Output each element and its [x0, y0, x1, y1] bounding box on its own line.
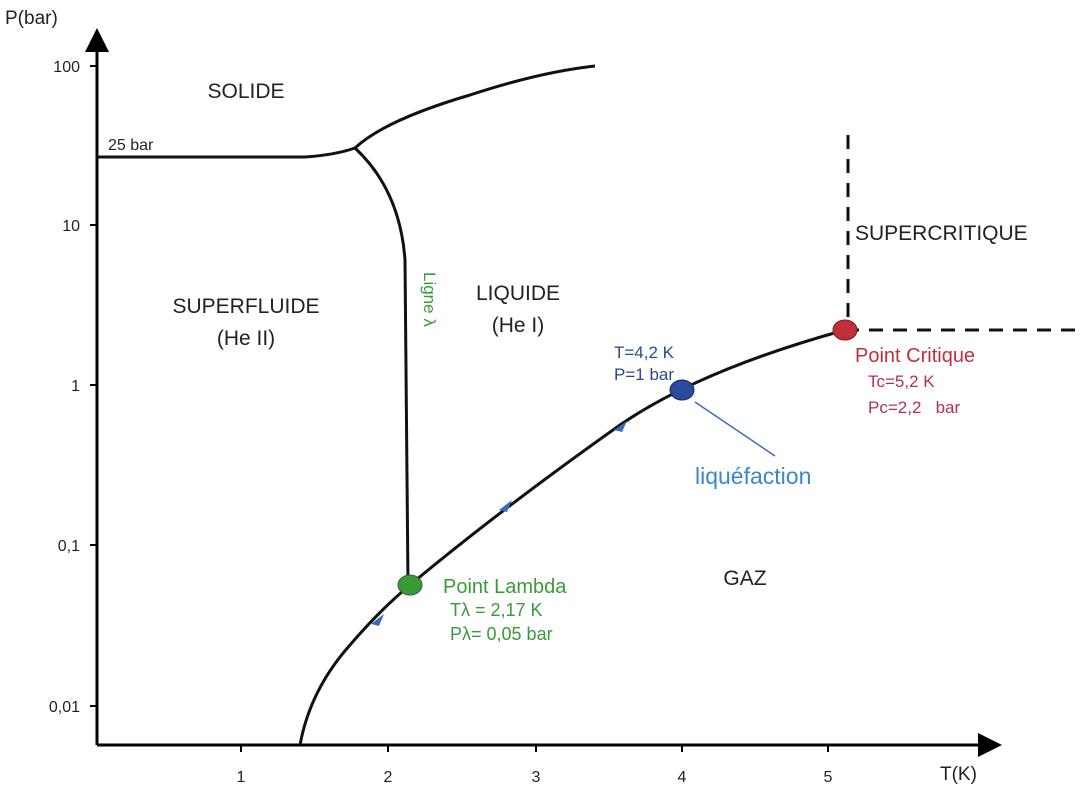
x-tick-label: 3	[532, 769, 541, 786]
annotation: Point Lambda	[443, 576, 567, 598]
region-label: (He II)	[217, 327, 275, 350]
y-tick-label: 0,01	[49, 699, 80, 716]
x-tick-label: 5	[824, 769, 833, 786]
annotation: Tλ = 2,17 K	[450, 600, 543, 620]
region-label: SUPERCRITIQUE	[855, 222, 1028, 245]
y-tick-label: 100	[53, 59, 80, 76]
x-tick-label: 4	[678, 769, 687, 786]
y-axis-label: P(bar)	[5, 8, 58, 29]
x-tick-label: 2	[384, 769, 393, 786]
y-tick-label: 0,1	[58, 538, 80, 555]
y-tick-label: 10	[62, 218, 80, 235]
lambda-point	[397, 574, 423, 596]
annotation: Point Critique	[855, 345, 975, 367]
solid-boundary	[97, 146, 356, 159]
region-label: GAZ	[723, 567, 766, 590]
annotation: Tc=5,2 K	[868, 372, 935, 391]
annotation: Pλ= 0,05 bar	[450, 624, 553, 644]
boiling-point	[669, 379, 695, 401]
lambda-line	[353, 146, 410, 586]
curve-arrows	[371, 421, 627, 626]
ticks	[90, 65, 829, 752]
x-axis-label: T(K)	[940, 764, 977, 785]
annotation: T=4,2 K	[614, 343, 675, 362]
annotation: P=1 bar	[614, 365, 674, 384]
melting-curve	[353, 64, 596, 150]
annotation: liquéfaction	[695, 463, 811, 489]
annotation: Pc=2,2 bar	[868, 398, 960, 417]
axes	[85, 27, 1002, 757]
annotation: 25 bar	[108, 137, 154, 154]
region-label: SUPERFLUIDE	[172, 295, 319, 318]
liquefaction-pointer	[694, 401, 776, 457]
annotation: Ligne λ	[420, 272, 439, 327]
region-label: (He I)	[492, 314, 545, 337]
critical-point	[832, 319, 858, 341]
region-label: LIQUIDE	[476, 282, 560, 305]
y-tick-label: 1	[71, 378, 80, 395]
vapor-curve	[298, 328, 846, 746]
region-label: SOLIDE	[207, 80, 284, 103]
x-tick-label: 1	[237, 769, 246, 786]
